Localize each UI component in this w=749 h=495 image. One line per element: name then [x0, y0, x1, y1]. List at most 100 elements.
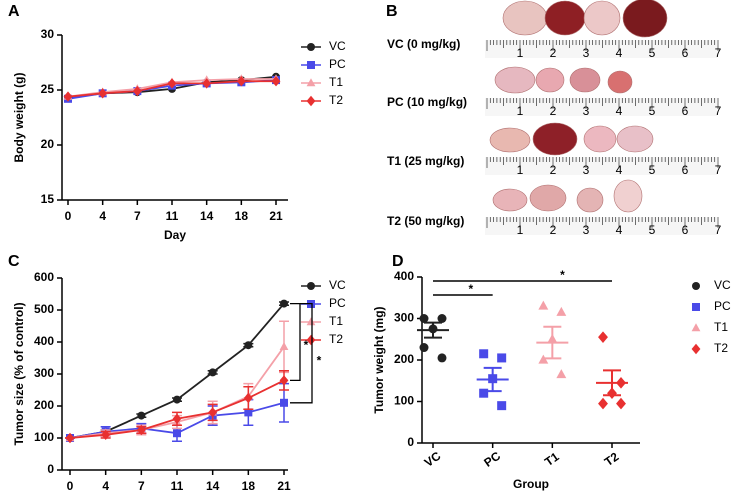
ruler-label: 2 [550, 46, 557, 60]
x-tick-label: T2 [602, 449, 622, 469]
bracket [290, 302, 301, 382]
ruler-label: 1 [517, 104, 524, 118]
marker [306, 317, 316, 326]
ruler-label: 1 [517, 46, 524, 60]
x-tick-label: 4 [102, 479, 109, 493]
ruler-label: 2 [550, 223, 557, 237]
ruler-label: 6 [682, 163, 689, 177]
marker [307, 61, 315, 69]
y-axis-title: Tumor weight (mg) [372, 306, 386, 413]
legend-label: VC [329, 278, 346, 292]
tumor-photo [569, 67, 601, 93]
tumor-photo [576, 187, 604, 213]
marker [280, 299, 288, 308]
y-tick-label: 15 [41, 192, 55, 206]
marker [306, 78, 316, 87]
y-tick-label: 600 [34, 270, 54, 284]
tumor-photo [583, 125, 617, 153]
row-label: PC (10 mg/kg) [387, 95, 467, 109]
y-tick-label: 400 [394, 269, 414, 283]
marker [132, 85, 142, 97]
legend-label: PC [329, 57, 346, 71]
marker [538, 300, 549, 310]
legend-label: PC [329, 296, 346, 310]
marker [306, 95, 316, 107]
marker [437, 353, 447, 363]
legend-label: T1 [329, 314, 343, 328]
ruler-label: 7 [715, 46, 722, 60]
marker [243, 392, 253, 404]
significance: * [317, 353, 322, 367]
x-tick-label: 21 [277, 479, 291, 493]
bracket [290, 302, 313, 404]
ruler-label: 5 [649, 223, 656, 237]
marker [419, 314, 429, 323]
ruler-label: 7 [715, 163, 722, 177]
y-tick-label: 30 [41, 27, 55, 41]
x-tick-label: 18 [242, 479, 256, 493]
marker [616, 397, 626, 410]
ruler-label: 5 [649, 163, 656, 177]
tumor-photo [613, 179, 643, 213]
ruler-label: 2 [550, 163, 557, 177]
marker [479, 349, 489, 359]
x-tick-label: 11 [171, 479, 184, 493]
marker [497, 401, 507, 411]
y-tick-label: 100 [394, 394, 414, 408]
ruler-label: 6 [682, 223, 689, 237]
ruler-label: 5 [649, 46, 656, 60]
tumor-photo [544, 0, 586, 36]
row-label: T1 (25 mg/kg) [387, 154, 464, 168]
y-tick-label: 400 [34, 334, 54, 348]
tumor-photo [535, 67, 565, 93]
y-tick-label: 0 [407, 435, 414, 449]
marker [208, 407, 218, 418]
legend-label: VC [329, 39, 346, 53]
ruler-label: 5 [649, 104, 656, 118]
ruler-label: 3 [583, 104, 590, 118]
marker [479, 388, 489, 398]
marker [244, 341, 253, 350]
x-tick-label: 14 [200, 209, 214, 223]
marker [202, 78, 212, 89]
legend-label: T1 [714, 320, 728, 334]
marker [437, 314, 447, 323]
marker [556, 369, 567, 379]
panel-label: B [386, 3, 398, 20]
panel-label: D [392, 253, 404, 270]
marker [244, 408, 253, 417]
x-tick-label: 11 [166, 209, 179, 223]
x-tick-label: 14 [206, 479, 220, 493]
x-tick-label: 7 [134, 209, 141, 223]
legend-label: T2 [329, 93, 343, 107]
y-tick-label: 25 [41, 82, 55, 96]
marker [173, 429, 181, 438]
marker [691, 343, 701, 355]
marker [167, 78, 177, 89]
row-label: T2 (50 mg/kg) [387, 214, 464, 228]
sem-bar [543, 325, 562, 360]
x-tick-label: VC [422, 449, 444, 470]
y-tick-label: 300 [394, 311, 414, 325]
sem-bar [424, 321, 442, 339]
tumor-photo [492, 188, 528, 212]
y-tick-label: 500 [34, 302, 54, 316]
panel-label: C [8, 253, 20, 270]
marker [598, 397, 608, 410]
marker [692, 303, 700, 311]
y-tick-label: 300 [34, 366, 54, 380]
marker [208, 368, 217, 377]
ruler-label: 1 [517, 163, 524, 177]
marker [279, 342, 289, 350]
marker [98, 88, 108, 99]
marker [236, 76, 246, 87]
marker [598, 331, 608, 344]
ruler-label: 6 [682, 46, 689, 60]
ruler-label: 3 [583, 46, 590, 60]
legend-label: PC [714, 299, 731, 313]
marker [307, 282, 315, 290]
y-axis-title: Body weight (g) [12, 73, 26, 163]
marker [137, 411, 146, 420]
marker [691, 323, 701, 332]
